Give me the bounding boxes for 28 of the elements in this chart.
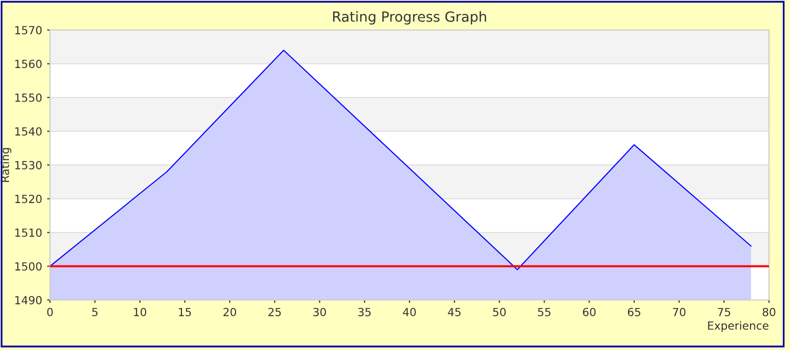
x-tick-label: 5 <box>92 308 98 316</box>
y-tick-label: 1490 <box>15 296 42 304</box>
x-tick-label: 0 <box>47 308 53 316</box>
x-tick-label: 10 <box>134 308 146 316</box>
y-tick-label: 1570 <box>15 26 42 34</box>
y-tick-label: 1540 <box>15 127 42 136</box>
x-tick-label: 25 <box>268 308 281 316</box>
x-tick-label: 20 <box>223 308 236 316</box>
x-tick-label: 80 <box>762 308 776 316</box>
y-tick-label: 1520 <box>15 194 42 204</box>
x-tick-label: 65 <box>628 308 640 316</box>
x-tick-label: 55 <box>538 308 550 316</box>
x-tick-label: 70 <box>672 308 686 316</box>
y-tick-label: 1550 <box>15 93 42 102</box>
x-tick-label: 35 <box>358 308 371 316</box>
y-tick-label: 1560 <box>15 60 42 68</box>
y-tick-label: 1510 <box>15 228 42 237</box>
x-tick-label: 50 <box>493 308 506 316</box>
y-tick-label: 1530 <box>15 160 42 170</box>
x-tick-label: 15 <box>178 308 191 316</box>
y-tick-label: 1500 <box>15 262 42 271</box>
x-tick-label: 45 <box>448 308 461 316</box>
x-tick-label: 60 <box>582 308 596 316</box>
chart-title: Rating Progress Graph <box>333 11 486 25</box>
x-tick-label: 75 <box>718 308 730 316</box>
x-tick-label: 40 <box>402 308 416 316</box>
x-tick-label: 30 <box>313 308 326 316</box>
x-axis-title: Experience <box>708 321 768 332</box>
